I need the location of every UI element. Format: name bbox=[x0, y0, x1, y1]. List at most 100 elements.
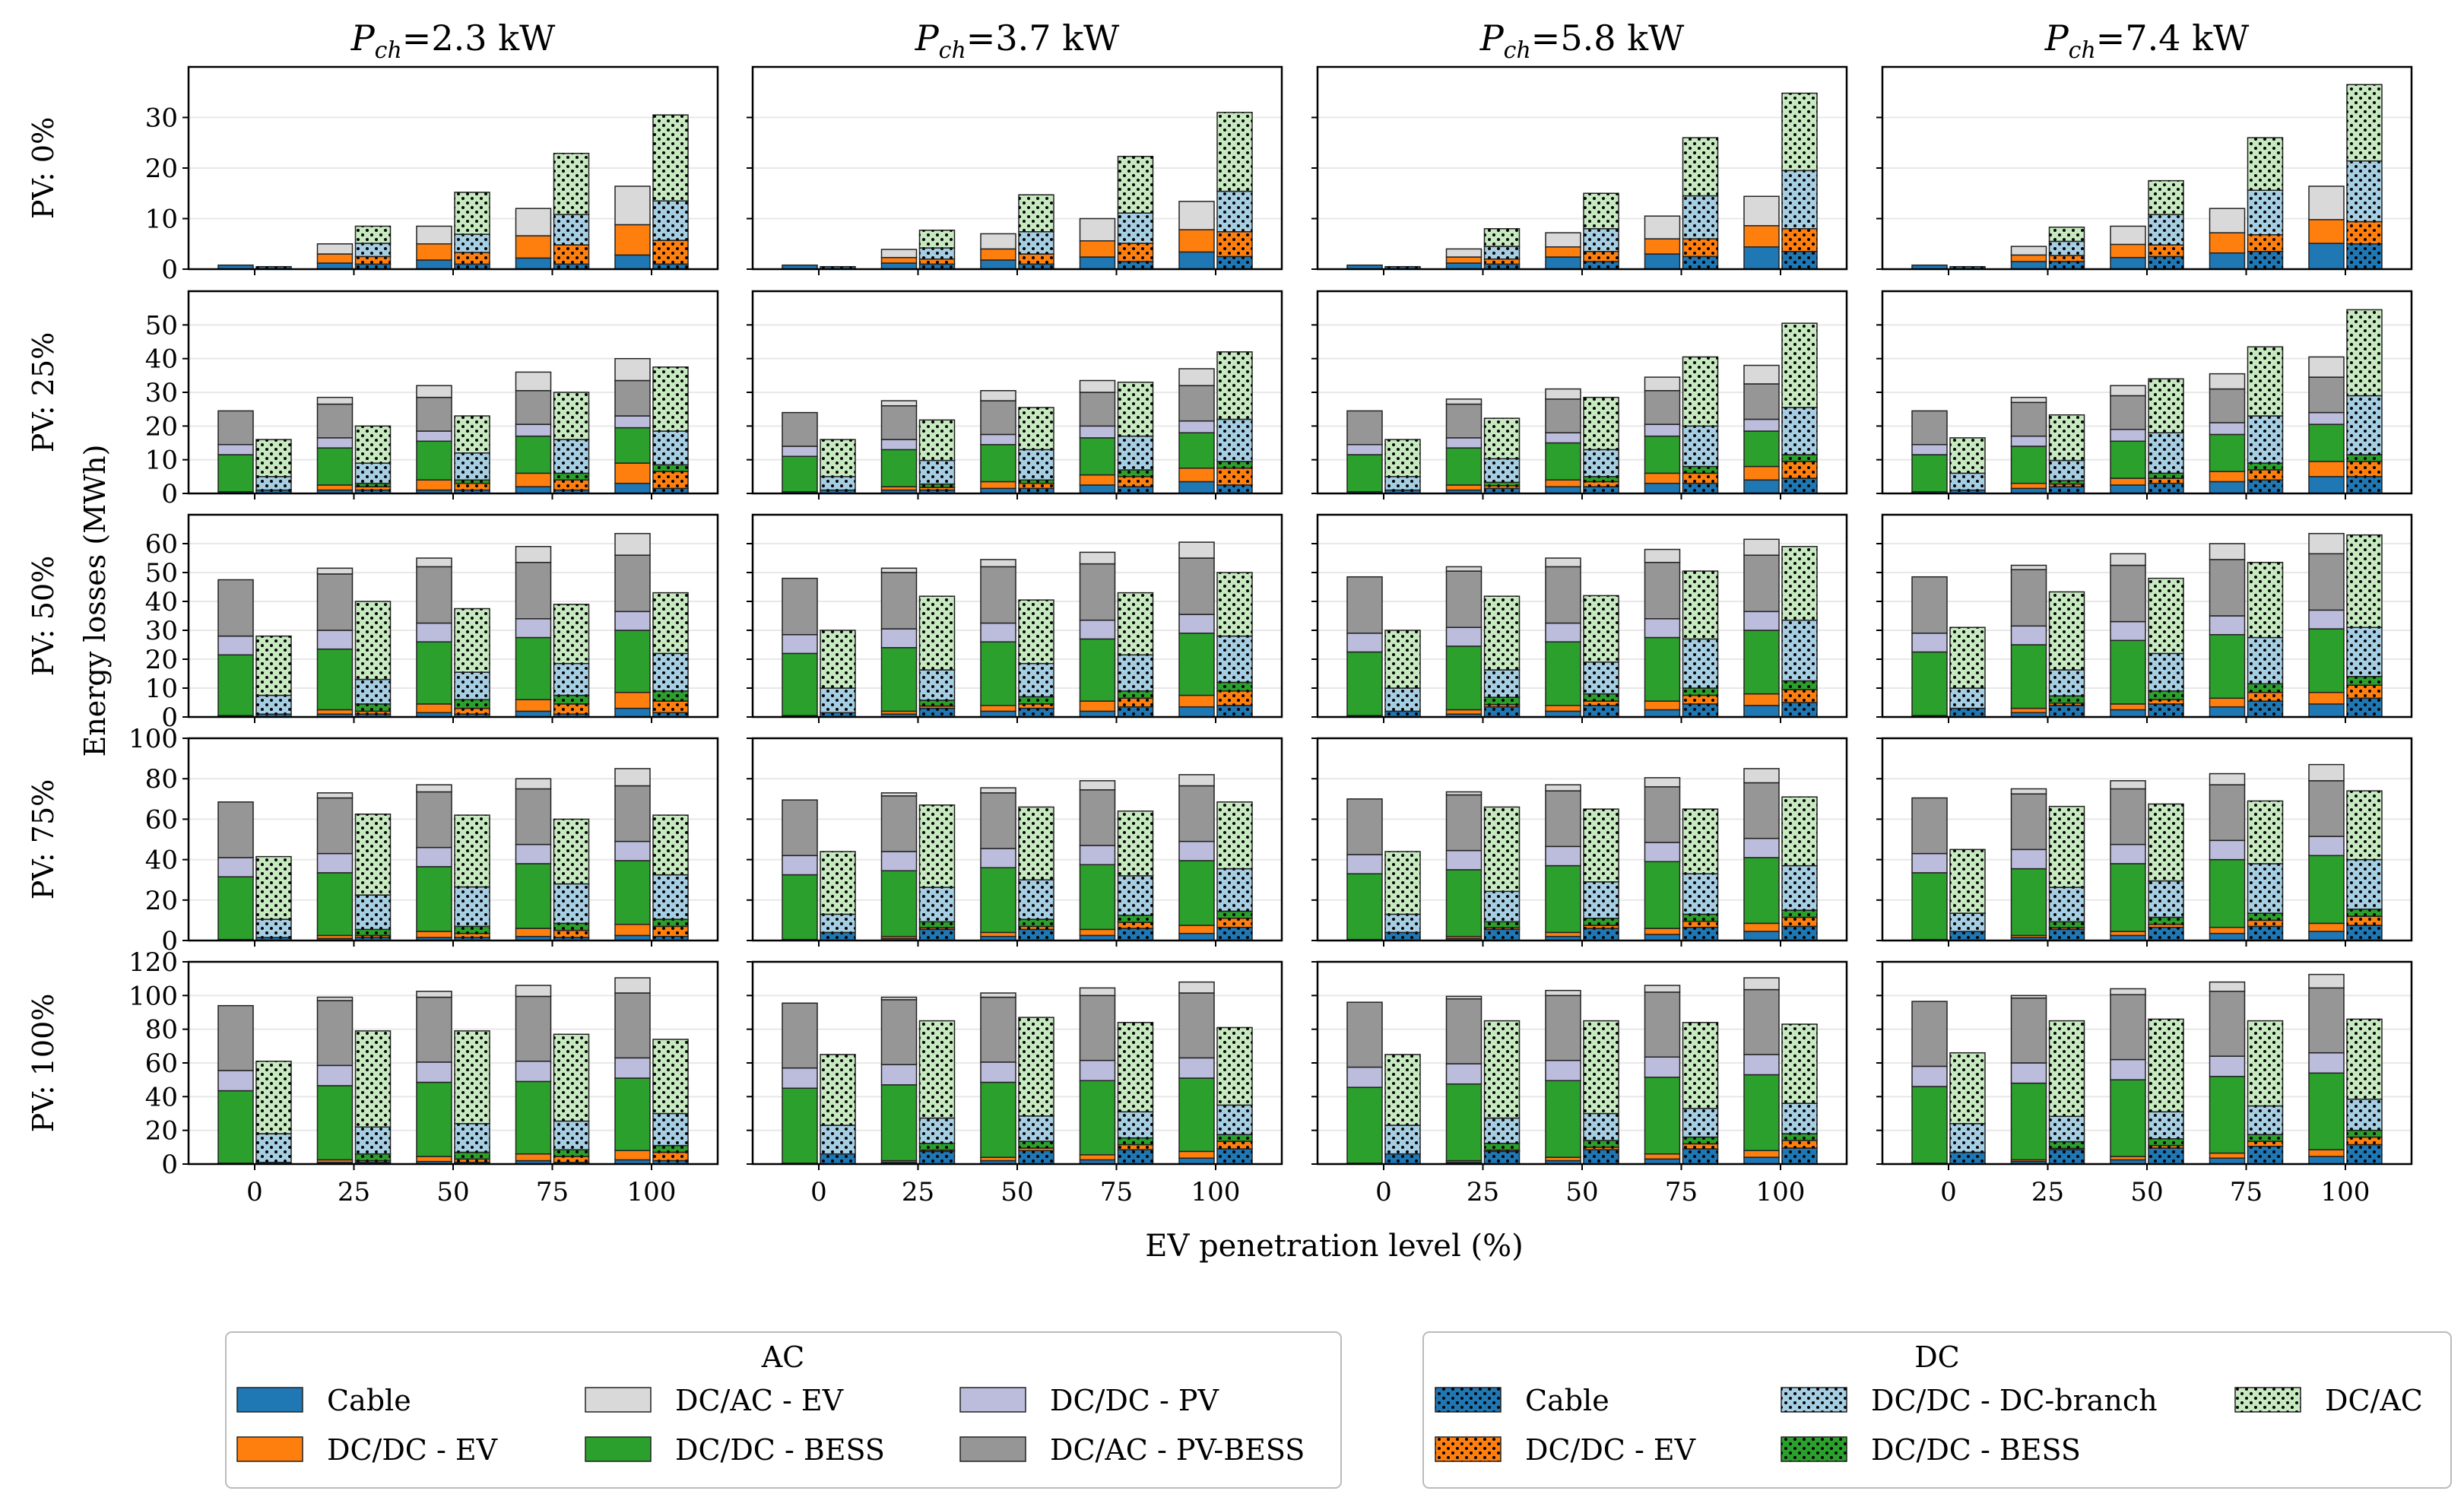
ac-bar-segment bbox=[316, 872, 354, 937]
ac-bar-segment bbox=[2010, 644, 2047, 709]
dc-bar-hatch bbox=[1782, 455, 1817, 462]
ac-bar-segment bbox=[2110, 1058, 2146, 1080]
ac-bar-segment bbox=[1644, 472, 1681, 484]
dc-bar-hatch bbox=[1217, 231, 1252, 257]
dc-bar-hatch bbox=[1118, 811, 1153, 876]
ac-bar-segment bbox=[980, 566, 1016, 624]
dc-bar-hatch bbox=[919, 1143, 955, 1150]
ac-bar-segment bbox=[2209, 433, 2246, 472]
dc-bar-hatch bbox=[1682, 571, 1718, 639]
dc-bar-hatch bbox=[553, 1156, 589, 1163]
ac-bar-segment bbox=[2110, 994, 2146, 1061]
dc-bar-hatch bbox=[1782, 251, 1817, 269]
dc-bar-hatch bbox=[1584, 1150, 1619, 1164]
panel: 0 20 40 60 80 100 bbox=[128, 724, 719, 956]
ac-bar-segment bbox=[316, 437, 354, 449]
dc-bar-hatch bbox=[1584, 925, 1619, 929]
ac-bar-segment bbox=[1743, 195, 1780, 227]
dc-bar-hatch bbox=[553, 663, 589, 696]
dc-bar-hatch bbox=[1484, 1151, 1520, 1164]
dc-bar-hatch bbox=[2148, 483, 2183, 493]
ac-bar-segment bbox=[2110, 620, 2146, 642]
ac-bar-segment bbox=[1346, 1001, 1383, 1068]
ac-bar-segment bbox=[2110, 395, 2146, 430]
dc-bar-hatch bbox=[455, 815, 490, 887]
ac-bar-segment bbox=[1644, 709, 1681, 718]
ac-bar-segment bbox=[316, 396, 354, 405]
ac-bar-segment bbox=[416, 991, 452, 998]
ac-bar-segment bbox=[1445, 1083, 1483, 1162]
dc-bar-hatch bbox=[455, 1152, 490, 1159]
ac-bar-segment bbox=[1911, 872, 1948, 941]
ac-bar-segment bbox=[1644, 991, 1681, 1058]
ac-bar-segment bbox=[614, 977, 651, 994]
ac-bar-segment bbox=[1079, 437, 1116, 476]
dc-bar-hatch bbox=[1217, 868, 1252, 912]
dc-bar-hatch bbox=[2247, 863, 2283, 914]
ac-bar-segment bbox=[1445, 437, 1483, 449]
dc-bar-hatch bbox=[1118, 382, 1153, 436]
dc-bar-hatch bbox=[2247, 480, 2283, 493]
ac-bar-segment bbox=[515, 788, 552, 845]
ac-bar-segment bbox=[880, 647, 918, 712]
ac-bar-segment bbox=[515, 390, 552, 425]
dc-bar-hatch bbox=[1118, 469, 1153, 477]
ac-bar-segment bbox=[217, 635, 254, 656]
ac-bar-segment bbox=[614, 532, 651, 556]
ac-bar-segment bbox=[614, 254, 651, 270]
ac-bar-segment bbox=[1545, 845, 1581, 867]
ac-bar-segment bbox=[2209, 706, 2246, 718]
dc-bar-hatch bbox=[1118, 928, 1153, 941]
dc-bar-hatch bbox=[1217, 682, 1252, 691]
dc-bar-hatch bbox=[1118, 262, 1153, 269]
dc-bar-hatch bbox=[2247, 251, 2283, 269]
x-tick-label: 75 bbox=[1100, 1177, 1133, 1207]
dc-bar-hatch bbox=[1950, 627, 1985, 688]
dc-bar-hatch bbox=[2049, 696, 2085, 703]
ac-bar-segment bbox=[1178, 694, 1215, 708]
dc-bar-hatch bbox=[1682, 466, 1718, 474]
ac-bar-segment bbox=[1346, 1087, 1383, 1164]
dc-bar-hatch bbox=[355, 601, 391, 680]
ac-bar-segment bbox=[2010, 446, 2047, 484]
ac-bar-segment bbox=[1178, 633, 1215, 696]
ac-bar-segment bbox=[1346, 798, 1383, 855]
ac-bar-segment bbox=[416, 396, 452, 432]
dc-bar-hatch bbox=[1484, 1150, 1520, 1152]
ac-bar-segment bbox=[416, 1156, 452, 1163]
ac-bar-segment bbox=[1911, 443, 1948, 455]
ac-bar-segment bbox=[416, 784, 452, 793]
ac-bar-segment bbox=[614, 630, 651, 693]
dc-bar-hatch bbox=[2247, 926, 2283, 941]
dc-bar-hatch bbox=[1118, 922, 1153, 929]
ac-bar-segment bbox=[1911, 852, 1948, 874]
ac-bar-segment bbox=[2209, 697, 2246, 708]
dc-bar-hatch bbox=[256, 476, 291, 490]
dc-bar-hatch bbox=[1019, 407, 1054, 450]
ac-bar-segment bbox=[1644, 482, 1681, 494]
dc-bar-hatch bbox=[2148, 1019, 2183, 1112]
ac-bar-segment bbox=[1445, 403, 1483, 439]
dc-bar-hatch bbox=[653, 690, 688, 702]
ac-bar-segment bbox=[1644, 435, 1681, 474]
dc-bar-hatch bbox=[820, 1054, 855, 1126]
ac-bar-segment bbox=[416, 385, 452, 398]
ac-bar-segment bbox=[1346, 454, 1383, 493]
ac-bar-segment bbox=[980, 443, 1016, 483]
dc-bar-hatch bbox=[2049, 929, 2085, 941]
dc-bar-hatch bbox=[455, 714, 490, 717]
dc-bar-hatch bbox=[1484, 706, 1520, 717]
dc-bar-hatch bbox=[553, 153, 589, 215]
dc-bar-hatch bbox=[1782, 461, 1817, 479]
ac-bar-segment bbox=[614, 1150, 651, 1161]
dc-bar-hatch bbox=[455, 234, 490, 253]
legend-swatch bbox=[236, 1436, 303, 1462]
ac-bar-segment bbox=[1178, 860, 1215, 926]
dc-bar-hatch bbox=[1484, 259, 1520, 265]
dc-bar-hatch bbox=[919, 490, 955, 493]
x-tick-label: 50 bbox=[2130, 1177, 2163, 1207]
dc-bar-hatch bbox=[355, 463, 391, 484]
ac-bar-segment bbox=[2308, 855, 2345, 925]
dc-bar-hatch bbox=[2347, 455, 2382, 462]
